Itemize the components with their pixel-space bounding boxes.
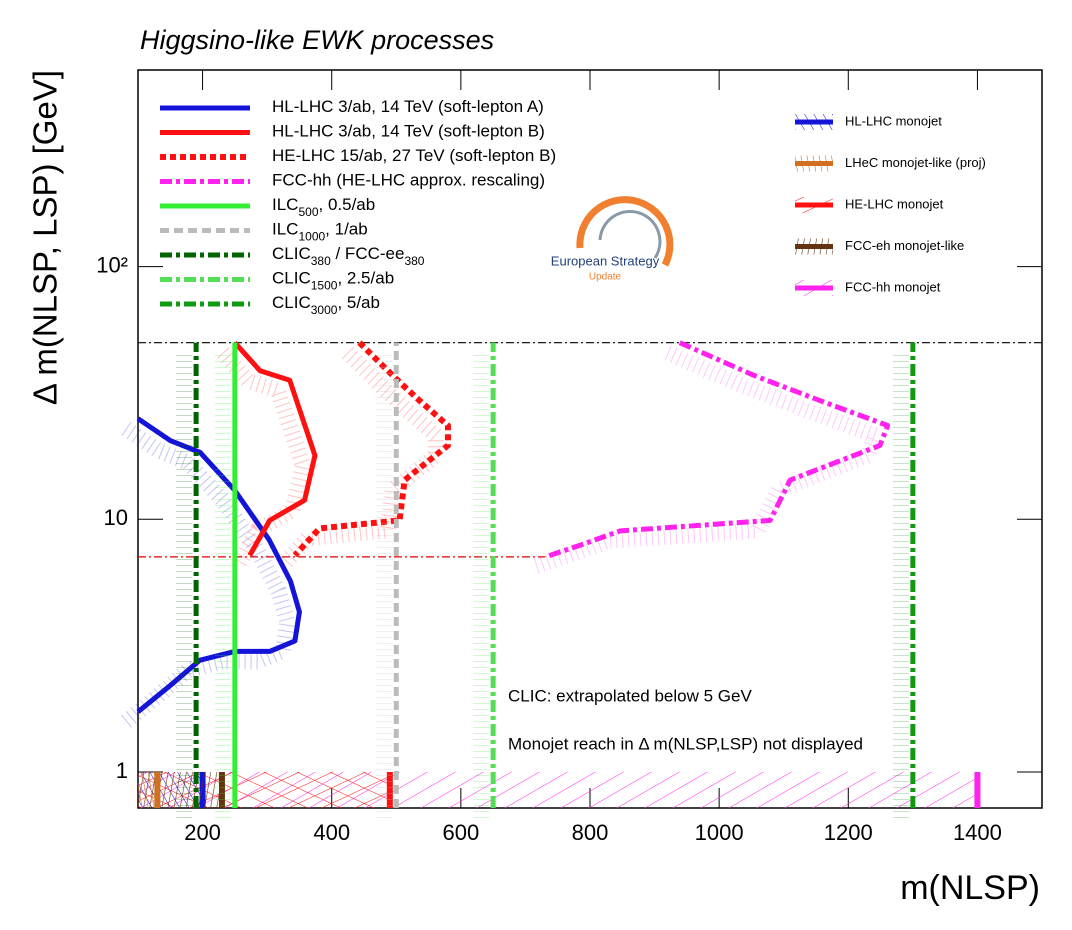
legend-label-part: 1000 [298, 230, 325, 244]
legend-label: HL-LHC monojet [845, 113, 942, 128]
legend-label-part: ILC [272, 220, 298, 239]
series-line [292, 340, 451, 558]
legend-label: HL-LHC 3/ab, 14 TeV (soft-lepton B) [272, 122, 545, 141]
legend-label: HE-LHC monojet [845, 196, 944, 211]
legend-label-part: / FCC-ee [331, 244, 405, 263]
legend-label-part: , 2.5/ab [337, 269, 394, 288]
legend-label: CLIC3000, 5/ab [272, 293, 380, 317]
legend-label: FCC-hh monojet [845, 279, 941, 294]
legend-label-part: 380 [404, 254, 424, 268]
annotation: Monojet reach in Δ m(NLSP,LSP) not displ… [508, 734, 863, 753]
x-tick-label: 1400 [953, 820, 1002, 845]
x-axis-label: m(NLSP) [900, 869, 1040, 907]
legend-label-part: 500 [298, 205, 318, 219]
logo-arc [598, 210, 662, 259]
line-shade [530, 345, 887, 575]
line-shade [216, 347, 312, 570]
x-tick-label: 1000 [695, 820, 744, 845]
legend-label-part: CLIC [272, 269, 311, 288]
logo-text: European Strategy [551, 253, 660, 268]
legend-label: LHeC monojet-like (proj) [845, 155, 986, 170]
legend-label: HL-LHC 3/ab, 14 TeV (soft-lepton A) [272, 97, 544, 116]
legend-label-part: , 0.5/ab [319, 195, 376, 214]
logo-text: Update [589, 272, 622, 283]
annotation: CLIC: extrapolated below 5 GeV [508, 686, 752, 705]
legend-label-part: , 1/ab [325, 220, 368, 239]
y-tick-label: 10² [96, 252, 128, 277]
legend-label-part: CLIC [272, 244, 311, 263]
legend-label-part: , 5/ab [337, 293, 380, 312]
y-tick-label: 1 [116, 758, 128, 783]
x-tick-label: 400 [313, 820, 350, 845]
legend-label-part: ILC [272, 195, 298, 214]
legend-label-part: HL-LHC 3/ab, 14 TeV (soft-lepton A) [272, 97, 544, 116]
monojet-band [138, 771, 158, 808]
y-tick-label: 10 [104, 505, 128, 530]
legend-label: FCC-eh monojet-like [845, 238, 964, 253]
logo-arc [576, 196, 674, 267]
legend-label: FCC-hh (HE-LHC approx. rescaling) [272, 171, 545, 190]
line-shade [120, 422, 296, 729]
x-tick-label: 1200 [824, 820, 873, 845]
chart-title: Higgsino-like EWK processes [140, 25, 494, 55]
legend-label-part: CLIC [272, 293, 311, 312]
logo: European Strategy Update [551, 196, 674, 283]
series-line [136, 416, 302, 714]
series-line [544, 340, 891, 560]
legend-label-part: HL-LHC 3/ab, 14 TeV (soft-lepton B) [272, 122, 545, 141]
legend-label-part: FCC-hh (HE-LHC approx. rescaling) [272, 171, 545, 190]
legend-label: HE-LHC 15/ab, 27 TeV (soft-lepton B) [272, 146, 556, 165]
legend-label-part: 380 [311, 254, 331, 268]
series-line [232, 341, 318, 557]
legend-label: ILC500, 0.5/ab [272, 195, 375, 219]
legend-label: CLIC1500, 2.5/ab [272, 269, 394, 293]
legend-label-part: HE-LHC 15/ab, 27 TeV (soft-lepton B) [272, 146, 556, 165]
legend-label-part: 3000 [311, 303, 338, 317]
x-tick-label: 200 [184, 820, 221, 845]
legend-label: CLIC380 / FCC-ee380 [272, 244, 425, 268]
y-axis-label: Δ m(NLSP, LSP) [GeV] [27, 70, 64, 405]
x-tick-label: 600 [442, 820, 479, 845]
x-tick-label: 800 [572, 820, 609, 845]
legend-label: ILC1000, 1/ab [272, 220, 368, 244]
legend-label-part: 1500 [311, 279, 338, 293]
line-shade [276, 346, 444, 571]
